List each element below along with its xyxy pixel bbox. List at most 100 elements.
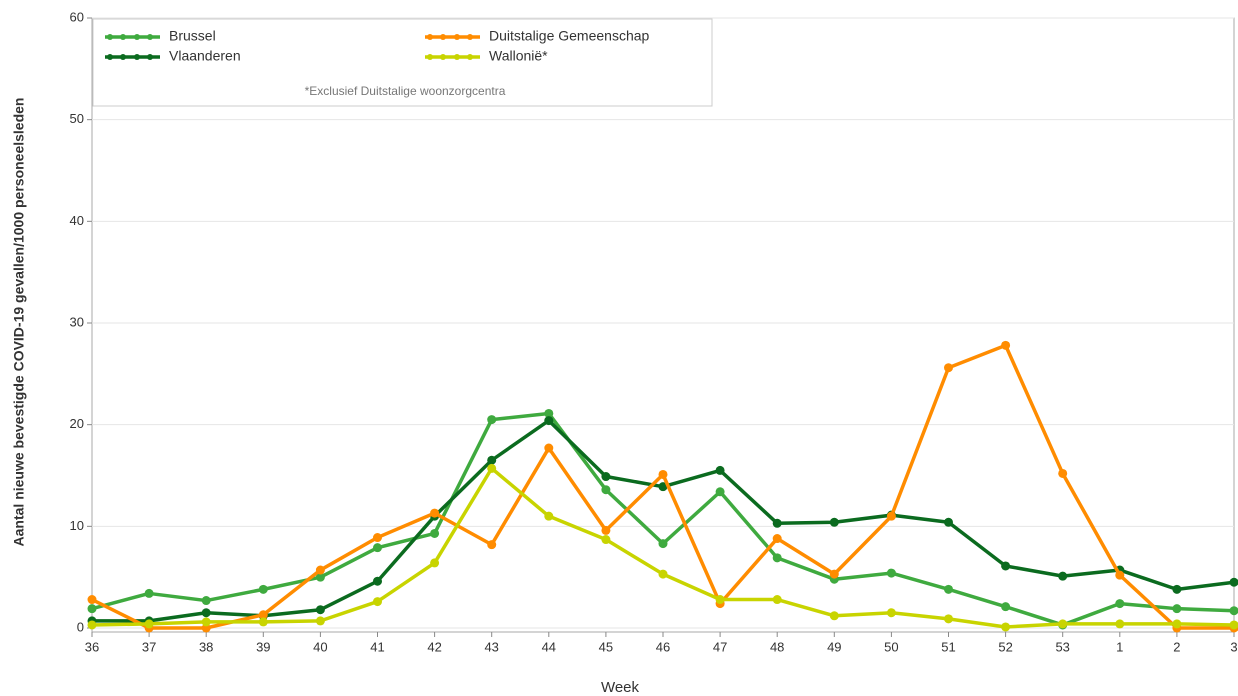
data-point <box>373 576 382 586</box>
data-point <box>944 517 953 527</box>
x-tick-label: 3 <box>1230 639 1237 654</box>
data-point <box>315 616 325 626</box>
data-point <box>1001 561 1011 571</box>
legend-marker <box>440 34 446 40</box>
data-point <box>944 614 953 624</box>
data-point <box>373 543 382 553</box>
data-point <box>201 617 211 627</box>
data-point <box>1058 468 1068 478</box>
data-point <box>944 363 953 373</box>
data-point <box>315 572 325 582</box>
data-point <box>658 569 668 579</box>
y-tick-label: 40 <box>70 213 84 228</box>
data-point <box>87 620 97 630</box>
x-tick-label: 46 <box>656 639 670 654</box>
legend-marker <box>120 34 126 40</box>
data-point <box>315 605 325 615</box>
data-point <box>658 469 668 479</box>
legend-marker <box>107 34 113 40</box>
y-tick-label: 60 <box>70 9 84 24</box>
data-point <box>430 508 440 518</box>
y-tick-label: 0 <box>77 619 84 634</box>
legend-marker <box>454 54 460 60</box>
data-point <box>1001 340 1011 350</box>
data-point <box>829 611 839 621</box>
data-point <box>544 511 554 521</box>
x-tick-label: 45 <box>599 639 613 654</box>
data-point <box>886 511 896 521</box>
data-point <box>1001 602 1011 612</box>
data-point <box>886 568 896 578</box>
x-tick-label: 52 <box>998 639 1012 654</box>
legend-marker <box>147 54 153 60</box>
data-point <box>1229 606 1238 616</box>
data-point <box>601 472 611 482</box>
data-point <box>144 588 154 598</box>
data-point <box>772 534 782 544</box>
x-tick-label: 44 <box>542 639 556 654</box>
data-point <box>601 535 611 545</box>
data-point <box>258 617 268 627</box>
legend-marker <box>467 34 473 40</box>
legend-marker <box>467 54 473 60</box>
legend-note: *Exclusief Duitstalige woonzorgcentra <box>305 84 506 98</box>
legend-marker <box>427 34 433 40</box>
legend-marker <box>440 54 446 60</box>
data-point <box>886 608 896 618</box>
x-tick-label: 38 <box>199 639 213 654</box>
x-tick-label: 36 <box>85 639 99 654</box>
data-point <box>715 465 725 475</box>
data-point <box>1115 599 1125 609</box>
data-point <box>373 533 382 543</box>
legend-marker <box>147 34 153 40</box>
data-point <box>772 553 782 563</box>
data-point <box>258 584 268 594</box>
data-point <box>487 455 497 465</box>
data-point <box>1001 622 1011 632</box>
data-point <box>1058 571 1068 581</box>
x-tick-label: 48 <box>770 639 784 654</box>
data-point <box>487 463 497 473</box>
data-point <box>1229 620 1238 630</box>
x-tick-label: 1 <box>1116 639 1123 654</box>
data-point <box>430 558 440 568</box>
data-point <box>1172 584 1182 594</box>
y-tick-label: 30 <box>70 314 84 329</box>
x-tick-label: 42 <box>427 639 441 654</box>
legend-label: Wallonië* <box>489 48 548 64</box>
data-point <box>487 415 497 425</box>
legend-box <box>92 18 713 107</box>
legend-marker <box>454 34 460 40</box>
data-point <box>487 540 497 550</box>
x-axis-label: Week <box>601 679 640 696</box>
legend-marker <box>120 54 126 60</box>
data-point <box>1115 619 1125 629</box>
data-point <box>715 595 725 605</box>
data-point <box>315 565 325 575</box>
y-tick-label: 50 <box>70 111 84 126</box>
legend-marker <box>134 34 140 40</box>
data-point <box>1172 619 1182 629</box>
data-point <box>87 604 97 614</box>
data-point <box>1229 577 1238 587</box>
data-point <box>1058 619 1068 629</box>
data-point <box>658 482 668 492</box>
data-point <box>87 595 97 605</box>
data-point <box>201 608 211 618</box>
x-tick-label: 41 <box>370 639 384 654</box>
data-point <box>601 525 611 535</box>
legend-label: Vlaanderen <box>169 48 241 64</box>
legend-label: Brussel <box>169 28 216 44</box>
y-tick-label: 10 <box>70 518 84 533</box>
x-tick-label: 40 <box>313 639 327 654</box>
y-tick-label: 20 <box>70 416 84 431</box>
data-point <box>944 584 953 594</box>
x-tick-label: 39 <box>256 639 270 654</box>
data-point <box>544 443 554 453</box>
data-point <box>144 619 154 629</box>
data-point <box>544 408 554 418</box>
x-tick-label: 47 <box>713 639 727 654</box>
data-point <box>544 416 554 426</box>
data-point <box>658 539 668 549</box>
